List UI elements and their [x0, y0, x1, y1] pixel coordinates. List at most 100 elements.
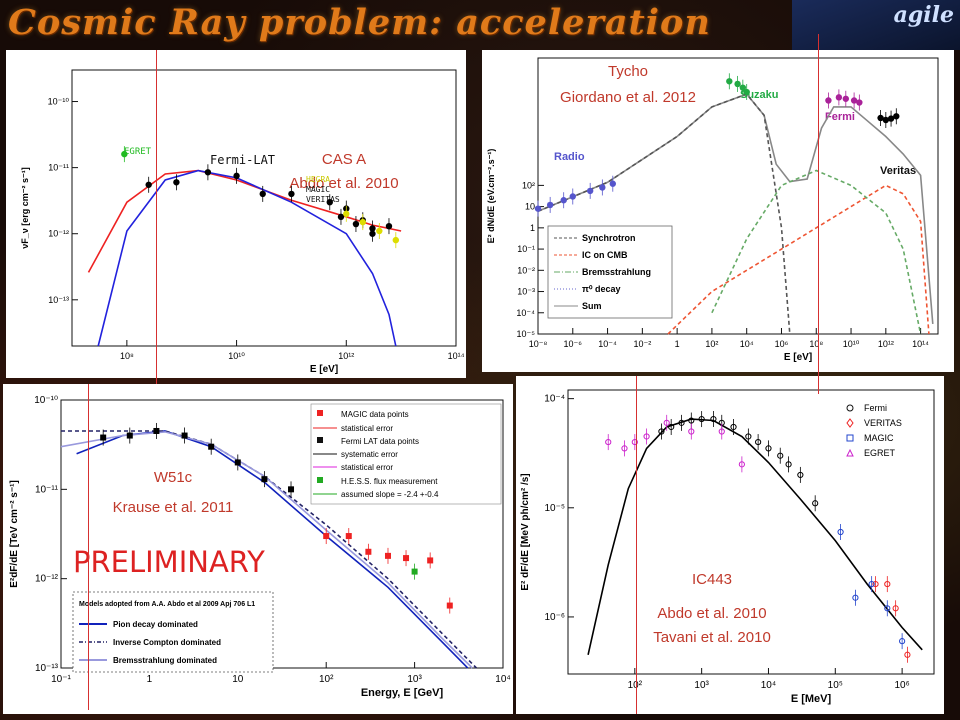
ic443-point — [710, 415, 717, 423]
tycho-y-tick-label: 10⁻² — [517, 265, 535, 275]
agile-logo: agile — [792, 0, 960, 50]
ic443-y-axis-label: E² dF/dE [MeV ph/cm² /s] — [520, 473, 531, 590]
ic443-point — [605, 438, 612, 446]
ic443-y-tick-label: 10⁻⁴ — [544, 394, 565, 405]
w51c-models-title: Models adopted from A.A. Abdo et al 2009… — [79, 601, 255, 608]
casa-y-tick-label: 10⁻¹¹ — [48, 163, 69, 173]
casa-reference: Abdo et al. 2010 — [289, 175, 398, 192]
w51c-point — [427, 557, 434, 564]
tycho-legend: Synchrotron IC on CMB Bremsstrahlung π⁰ … — [547, 225, 673, 319]
tycho-point — [877, 114, 884, 122]
tycho-label-fermi: Fermi — [825, 111, 855, 123]
ic443-curve-0 — [587, 418, 923, 655]
tycho-point — [825, 97, 832, 104]
w51c-model-ic: Inverse Compton dominated — [113, 638, 221, 647]
ic443-y-tick-label: 10⁻⁵ — [544, 503, 565, 514]
tycho-x-tick-label: 10⁴ — [740, 339, 754, 349]
tycho-point — [856, 99, 863, 106]
ic443-point — [643, 433, 650, 440]
tycho-y-tick-label: 10² — [522, 180, 535, 190]
tycho-x-tick-label: 1 — [675, 339, 680, 349]
w51c-x-tick-label: 10⁴ — [495, 674, 510, 685]
ic443-x-tick-label: 10³ — [694, 680, 709, 691]
ic443-point — [892, 605, 899, 612]
tycho-legend-ic-cmb: IC on CMB — [582, 250, 628, 260]
tycho-y-tick-label: 10 — [525, 202, 535, 212]
tycho-point — [835, 94, 843, 101]
w51c-x-axis-label: Energy, E [GeV] — [361, 687, 444, 699]
tycho-point — [560, 197, 567, 204]
tycho-plot-frame — [537, 57, 939, 335]
chart-tycho: 10⁻⁸ 10⁻⁶ 10⁻⁴ 10⁻² 1 10² 10⁴ 10⁶ 10⁸ 10¹⁰ 10¹² 10¹… — [486, 57, 939, 363]
ic443-point — [837, 528, 844, 536]
casa-point — [385, 222, 393, 230]
w51c-y-tick-label: 10⁻¹⁰ — [34, 395, 58, 406]
tycho-legend-synchrotron: Synchrotron — [582, 233, 636, 243]
tycho-x-tick-label: 10⁻⁴ — [598, 339, 617, 349]
panel-w51c: 10⁻¹ 1 10 10² 10³ 10⁴ 10⁻¹³ 10⁻¹² 10⁻¹¹ 10⁻¹⁰ Ener… — [3, 384, 513, 714]
ic443-point — [868, 580, 875, 588]
ic443-point — [688, 417, 695, 424]
tycho-x-tick-label: 10⁸ — [809, 339, 823, 349]
w51c-legend-slope: assumed slope = -2.4 +-0.4 — [341, 490, 439, 499]
ic443-y-tick-label: 10⁻⁶ — [544, 612, 565, 623]
ic443-point — [658, 428, 665, 435]
ic443-name: IC443 — [692, 571, 732, 588]
casa-point — [352, 220, 360, 228]
tycho-point — [893, 113, 900, 120]
ic443-point — [884, 580, 891, 588]
w51c-point — [403, 555, 410, 562]
ic443-reference-1: Abdo et al. 2010 — [657, 605, 766, 622]
tycho-label-veritas: Veritas — [880, 165, 916, 177]
casa-label-hegra: HEGRA — [306, 175, 330, 184]
w51c-point — [126, 432, 133, 439]
tycho-point — [842, 95, 850, 102]
ic443-point — [785, 461, 792, 468]
ic443-point — [884, 605, 891, 612]
casa-x-axis-label: E [eV] — [310, 364, 338, 375]
casa-x-tick-label: 10¹² — [338, 351, 354, 361]
ic443-point — [668, 423, 675, 431]
casa-point — [204, 169, 212, 176]
tycho-x-tick-label: 10⁶ — [775, 339, 789, 349]
ic443-point — [631, 438, 638, 446]
tycho-y-axis-label: E² dN/dE (eV.cm⁻².s⁻¹) — [486, 149, 496, 244]
w51c-y-tick-label: 10⁻¹¹ — [35, 484, 59, 495]
ic443-point — [678, 419, 685, 426]
w51c-legend-stat1: statistical error — [341, 424, 393, 433]
tycho-x-tick-label: 10¹⁰ — [843, 339, 860, 349]
ic443-point — [899, 638, 906, 645]
casa-label-veritas: VERITAS — [306, 195, 340, 204]
tycho-point — [887, 115, 895, 122]
w51c-point — [446, 602, 453, 609]
casa-point — [392, 236, 400, 244]
tycho-point — [743, 88, 750, 96]
tycho-point — [569, 193, 576, 200]
tycho-curve-3 — [711, 169, 922, 335]
ic443-legend-veritas: VERITAS — [864, 418, 902, 428]
w51c-point — [288, 486, 295, 493]
divider-line-1 — [156, 50, 157, 384]
casa-point — [337, 213, 345, 221]
ic443-point — [755, 438, 762, 446]
ic443-plot-frame — [567, 389, 935, 675]
casa-point — [121, 150, 128, 158]
tycho-point — [734, 80, 741, 88]
casa-point — [376, 227, 383, 235]
logo-text: agile — [893, 2, 954, 28]
ic443-point — [738, 461, 745, 468]
ic443-legend-magic: MAGIC — [864, 433, 894, 443]
w51c-legend-magic: MAGIC data points — [341, 410, 409, 419]
w51c-model-brems: Bremsstrahlung dominated — [113, 656, 217, 665]
casa-point — [369, 225, 376, 232]
w51c-legend-stat2: statistical error — [341, 463, 393, 472]
casa-y-axis-label: νF_ν [erg cm⁻² s⁻¹] — [20, 167, 30, 249]
tycho-x-tick-label: 10⁻⁶ — [564, 339, 583, 349]
tycho-reference: Giordano et al. 2012 — [560, 89, 696, 106]
w51c-x-tick-label: 1 — [147, 674, 153, 685]
ic443-x-tick-label: 10⁵ — [828, 680, 843, 691]
w51c-reference: Krause et al. 2011 — [113, 499, 234, 516]
ic443-x-tick-label: 10² — [628, 680, 643, 691]
casa-y-tick-label: 10⁻¹² — [48, 229, 69, 239]
tycho-point — [599, 184, 606, 191]
